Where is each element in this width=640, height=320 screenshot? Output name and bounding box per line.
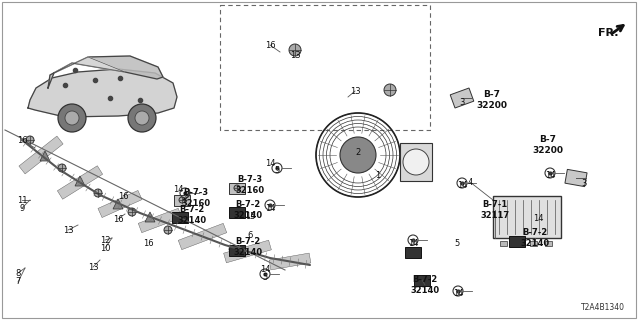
Polygon shape bbox=[145, 212, 155, 222]
Bar bbox=[229, 244, 245, 255]
Text: 16: 16 bbox=[143, 238, 154, 247]
Text: B-7-2
32140: B-7-2 32140 bbox=[177, 205, 207, 225]
Circle shape bbox=[289, 44, 301, 56]
FancyBboxPatch shape bbox=[220, 5, 430, 130]
Text: B-7-3
32160: B-7-3 32160 bbox=[236, 175, 264, 195]
Text: B-7-2
32140: B-7-2 32140 bbox=[410, 275, 440, 295]
Text: 6: 6 bbox=[247, 230, 253, 239]
Text: 14: 14 bbox=[265, 158, 275, 167]
Circle shape bbox=[135, 111, 149, 125]
Circle shape bbox=[58, 104, 86, 132]
Text: 16: 16 bbox=[17, 135, 28, 145]
Bar bbox=[493, 196, 561, 238]
Circle shape bbox=[403, 149, 429, 175]
Text: 14: 14 bbox=[260, 266, 270, 275]
Text: FR.: FR. bbox=[598, 28, 618, 38]
Polygon shape bbox=[113, 199, 123, 209]
Text: B-7-2
32140: B-7-2 32140 bbox=[234, 200, 262, 220]
Text: 10: 10 bbox=[100, 244, 110, 252]
Text: 14: 14 bbox=[173, 185, 183, 194]
Bar bbox=[545, 241, 552, 245]
Bar bbox=[138, 208, 182, 233]
Circle shape bbox=[26, 136, 34, 144]
Text: 11: 11 bbox=[17, 196, 28, 204]
Bar bbox=[450, 88, 474, 108]
Bar bbox=[229, 206, 245, 218]
Text: 8: 8 bbox=[15, 268, 20, 277]
Text: 5: 5 bbox=[454, 238, 460, 247]
Circle shape bbox=[234, 185, 240, 191]
Bar bbox=[229, 182, 245, 194]
Circle shape bbox=[65, 111, 79, 125]
Circle shape bbox=[179, 197, 185, 203]
Text: B-7
32200: B-7 32200 bbox=[477, 90, 508, 110]
Text: 16: 16 bbox=[118, 191, 128, 201]
Text: 14: 14 bbox=[545, 171, 556, 180]
Bar bbox=[174, 195, 190, 205]
Text: 14: 14 bbox=[408, 238, 419, 247]
Circle shape bbox=[94, 189, 102, 197]
Bar bbox=[499, 241, 506, 245]
Circle shape bbox=[128, 104, 156, 132]
Bar bbox=[98, 190, 142, 218]
Text: 14: 14 bbox=[265, 204, 275, 212]
Polygon shape bbox=[54, 57, 125, 73]
Bar bbox=[529, 241, 536, 245]
Text: T2A4B1340: T2A4B1340 bbox=[581, 303, 625, 312]
Polygon shape bbox=[28, 69, 177, 117]
Circle shape bbox=[58, 164, 66, 172]
Text: 5: 5 bbox=[182, 191, 188, 201]
Text: 14: 14 bbox=[452, 290, 463, 299]
Bar bbox=[565, 169, 587, 187]
Text: 16: 16 bbox=[113, 214, 124, 223]
FancyBboxPatch shape bbox=[2, 2, 636, 318]
Text: B-7-3
32160: B-7-3 32160 bbox=[181, 188, 211, 208]
Text: 14: 14 bbox=[457, 180, 467, 189]
Text: 1: 1 bbox=[376, 171, 381, 180]
Text: B-7-2
32140: B-7-2 32140 bbox=[520, 228, 550, 248]
Text: 2: 2 bbox=[355, 148, 360, 156]
Text: 14: 14 bbox=[532, 213, 543, 222]
Bar bbox=[178, 223, 227, 250]
Bar bbox=[223, 240, 271, 263]
Bar bbox=[19, 136, 63, 174]
Polygon shape bbox=[75, 176, 85, 186]
Text: B-7-1
32117: B-7-1 32117 bbox=[481, 200, 509, 220]
Text: 13: 13 bbox=[88, 262, 99, 271]
Text: 9: 9 bbox=[19, 204, 24, 212]
Text: 16: 16 bbox=[265, 41, 275, 50]
Text: 13: 13 bbox=[290, 51, 300, 60]
Circle shape bbox=[164, 226, 172, 234]
Text: 13: 13 bbox=[349, 86, 360, 95]
Bar bbox=[269, 253, 311, 270]
Text: 15: 15 bbox=[244, 212, 255, 220]
Circle shape bbox=[340, 137, 376, 173]
Bar bbox=[405, 246, 421, 258]
Bar bbox=[172, 212, 188, 222]
Text: 3: 3 bbox=[460, 98, 465, 107]
Text: 5: 5 bbox=[275, 165, 280, 174]
Text: 5: 5 bbox=[262, 273, 268, 282]
Text: B-7
32200: B-7 32200 bbox=[532, 135, 563, 155]
Text: 4: 4 bbox=[467, 178, 472, 187]
Bar bbox=[400, 143, 432, 181]
Text: 7: 7 bbox=[15, 277, 20, 286]
Circle shape bbox=[384, 84, 396, 96]
Bar bbox=[58, 166, 102, 199]
Text: 13: 13 bbox=[63, 226, 74, 235]
Bar bbox=[509, 236, 525, 246]
Circle shape bbox=[128, 208, 136, 216]
Bar bbox=[414, 275, 430, 285]
Text: B-7-2
32140: B-7-2 32140 bbox=[234, 237, 262, 257]
Bar bbox=[515, 241, 522, 245]
Polygon shape bbox=[40, 151, 50, 161]
Text: 3: 3 bbox=[581, 179, 587, 188]
Polygon shape bbox=[48, 56, 163, 88]
Text: 12: 12 bbox=[100, 236, 110, 244]
